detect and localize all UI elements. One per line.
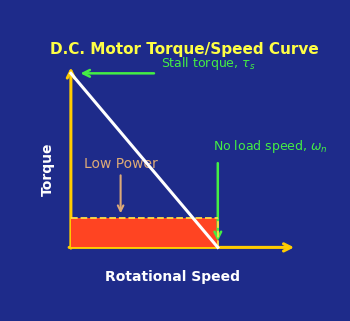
Text: Rotational Speed: Rotational Speed — [105, 270, 240, 284]
Text: No load speed, $\omega_n$: No load speed, $\omega_n$ — [213, 138, 328, 155]
Text: Low Power: Low Power — [84, 157, 158, 171]
Text: D.C. Motor Torque/Speed Curve: D.C. Motor Torque/Speed Curve — [49, 42, 318, 57]
Text: Stall torque, $\tau_s$: Stall torque, $\tau_s$ — [161, 55, 256, 72]
Text: Torque: Torque — [41, 142, 55, 196]
Bar — [71, 218, 218, 247]
